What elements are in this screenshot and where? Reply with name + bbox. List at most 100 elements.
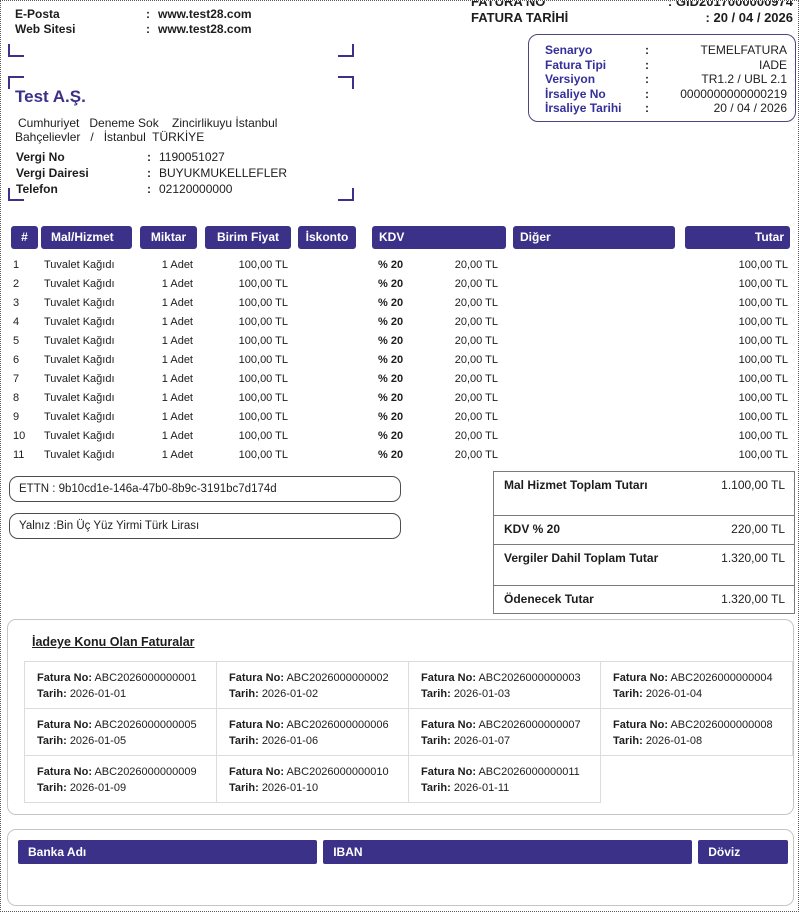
table-row: 11 Tuvalet Kağıdı 1 Adet 100,00 TL % 20 …: [11, 446, 798, 465]
item-vat: % 20 20,00 TL: [372, 256, 506, 275]
item-name: Tuvalet Kağıdı: [44, 316, 115, 328]
item-qty: 1 Adet: [161, 259, 193, 271]
item-vat-rate: % 20: [378, 373, 404, 385]
fatura-no-label: Fatura No:: [229, 719, 284, 731]
item-vat-rate: % 20: [378, 259, 404, 271]
returned-invoice-no-line: Fatura No: ABC2026000000006: [229, 717, 402, 733]
item-vat-rate: % 20: [378, 411, 404, 423]
item-name: Tuvalet Kağıdı: [44, 259, 115, 271]
item-vat-amount: 20,00 TL: [454, 278, 498, 290]
info-row: Versiyon : TR1.2 / UBL 2.1: [545, 72, 787, 87]
item-name: Tuvalet Kağıdı: [44, 392, 115, 404]
returned-invoices-section: İadeye Konu Olan Faturalar Fatura No: AB…: [7, 619, 794, 815]
totals-table: Mal Hizmet Toplam Tutarı 1.100,00 TL KDV…: [493, 471, 795, 614]
info-label: İrsaliye Tarihi: [545, 101, 622, 115]
tarih-value: 2026-01-05: [69, 735, 127, 747]
seller-address-line2: Bahçelievler / İstanbul TÜRKİYE: [15, 130, 205, 144]
returned-invoices-grid: Fatura No: ABC2026000000001 Tarih: 2026-…: [24, 661, 798, 803]
items-table-header: # Mal/Hizmet Miktar Birim Fiyat İskonto …: [11, 226, 798, 249]
column-header-discount: İskonto: [298, 226, 356, 249]
fatura-no-value: ABC2026000000006: [286, 719, 389, 731]
fatura-no-label: Fatura No:: [421, 672, 476, 684]
item-other: [513, 370, 675, 389]
item-qty: 1 Adet: [161, 449, 193, 461]
item-other: [513, 427, 675, 446]
fatura-no-label: Fatura No:: [37, 719, 92, 731]
item-qty: 1 Adet: [161, 354, 193, 366]
returned-invoice-cell: Fatura No: ABC2026000000002 Tarih: 2026-…: [216, 661, 409, 709]
tarih-value: 2026-01-01: [69, 688, 127, 700]
info-value: 0000000000000219: [680, 86, 787, 101]
item-vat: % 20 20,00 TL: [372, 351, 506, 370]
totals-label: Vergiler Dahil Toplam Tutar: [504, 551, 659, 565]
contact-label: Web Sitesi: [15, 22, 76, 36]
tarih-label: Tarih:: [37, 688, 67, 700]
tarih-label: Tarih:: [421, 735, 451, 747]
fatura-no-label: Fatura No:: [229, 766, 284, 778]
returned-invoice-cell: Fatura No: ABC2026000000003 Tarih: 2026-…: [408, 661, 601, 709]
item-unit-price: 100,00 TL: [238, 335, 288, 347]
item-vat: % 20 20,00 TL: [372, 294, 506, 313]
fatura-no-value: ABC2026000000009: [94, 766, 197, 778]
fatura-no-label: Fatura No:: [613, 672, 668, 684]
colon-separator: :: [147, 166, 151, 180]
item-unit-price: 100,00 TL: [238, 316, 288, 328]
table-row: 6 Tuvalet Kağıdı 1 Adet 100,00 TL % 20 2…: [11, 351, 798, 370]
item-unit-price: 100,00 TL: [238, 373, 288, 385]
tarih-value: 2026-01-10: [261, 782, 319, 794]
item-discount: [298, 332, 356, 351]
item-vat-amount: 20,00 TL: [454, 411, 498, 423]
tarih-label: Tarih:: [613, 688, 643, 700]
item-qty: 1 Adet: [161, 297, 193, 309]
item-other: [513, 332, 675, 351]
seller-tax-row: Telefon : 02120000000: [16, 181, 287, 197]
item-discount: [298, 446, 356, 465]
item-total: 100,00 TL: [738, 392, 788, 404]
totals-label: Mal Hizmet Toplam Tutarı: [504, 478, 648, 492]
colon-separator: :: [645, 57, 649, 72]
bank-table-header: Banka Adı IBAN Döviz: [18, 840, 788, 864]
info-value: IADE: [758, 57, 787, 72]
fatura-no-value: ABC2026000000002: [286, 672, 389, 684]
contact-block: E-Posta : www.test28.com Web Sitesi : ww…: [15, 7, 252, 37]
totals-value: 220,00 TL: [731, 522, 785, 536]
returned-invoice-cell: Fatura No: ABC2026000000011 Tarih: 2026-…: [408, 755, 601, 803]
returned-invoice-date-line: Tarih: 2026-01-03: [421, 686, 594, 702]
fatura-no-value: ABC2026000000007: [478, 719, 581, 731]
bank-column-header: Banka Adı: [18, 840, 318, 864]
table-row: 4 Tuvalet Kağıdı 1 Adet 100,00 TL % 20 2…: [11, 313, 798, 332]
info-label: Fatura Tipi: [545, 57, 607, 72]
tarih-value: 2026-01-08: [645, 735, 703, 747]
returned-invoice-no-line: Fatura No: ABC2026000000001: [37, 670, 210, 686]
tarih-label: Tarih:: [229, 735, 259, 747]
item-total: 100,00 TL: [738, 411, 788, 423]
returned-invoice-cell: Fatura No: ABC2026000000008 Tarih: 2026-…: [600, 708, 793, 756]
totals-row: Vergiler Dahil Toplam Tutar 1.320,00 TL: [494, 545, 794, 586]
column-header-other: Diğer: [513, 226, 675, 249]
seller-tax-label: Vergi No: [16, 150, 65, 164]
column-header-item: Mal/Hizmet: [41, 226, 132, 249]
corner-mark-top-left-2: [8, 76, 24, 89]
colon-separator: :: [645, 72, 649, 86]
invoice-info-box: Senaryo : TEMELFATURA Fatura Tipi : IADE…: [528, 34, 796, 122]
fatura-no-label: Fatura No:: [37, 766, 92, 778]
returned-invoice-date-line: Tarih: 2026-01-11: [421, 780, 594, 796]
contact-label: E-Posta: [15, 7, 60, 21]
totals-value: 1.320,00 TL: [721, 551, 785, 565]
item-discount: [298, 389, 356, 408]
item-no: 4: [13, 316, 20, 328]
item-qty: 1 Adet: [161, 278, 193, 290]
returned-invoice-date-line: Tarih: 2026-01-07: [421, 733, 594, 749]
bank-section: Banka Adı IBAN Döviz: [7, 829, 794, 906]
item-vat: % 20 20,00 TL: [372, 408, 506, 427]
items-table-body: 1 Tuvalet Kağıdı 1 Adet 100,00 TL % 20 2…: [11, 256, 798, 465]
item-unit-price: 100,00 TL: [238, 430, 288, 442]
item-qty: 1 Adet: [161, 335, 193, 347]
returned-invoice-cell: Fatura No: ABC2026000000005 Tarih: 2026-…: [24, 708, 217, 756]
seller-address-line1: Cumhuriyet Deneme Sok Zincirlikuyu İstan…: [18, 116, 278, 130]
item-vat-rate: % 20: [378, 449, 404, 461]
item-name: Tuvalet Kağıdı: [44, 354, 115, 366]
item-vat-amount: 20,00 TL: [454, 430, 498, 442]
item-no: 3: [13, 297, 20, 309]
item-vat: % 20 20,00 TL: [372, 389, 506, 408]
